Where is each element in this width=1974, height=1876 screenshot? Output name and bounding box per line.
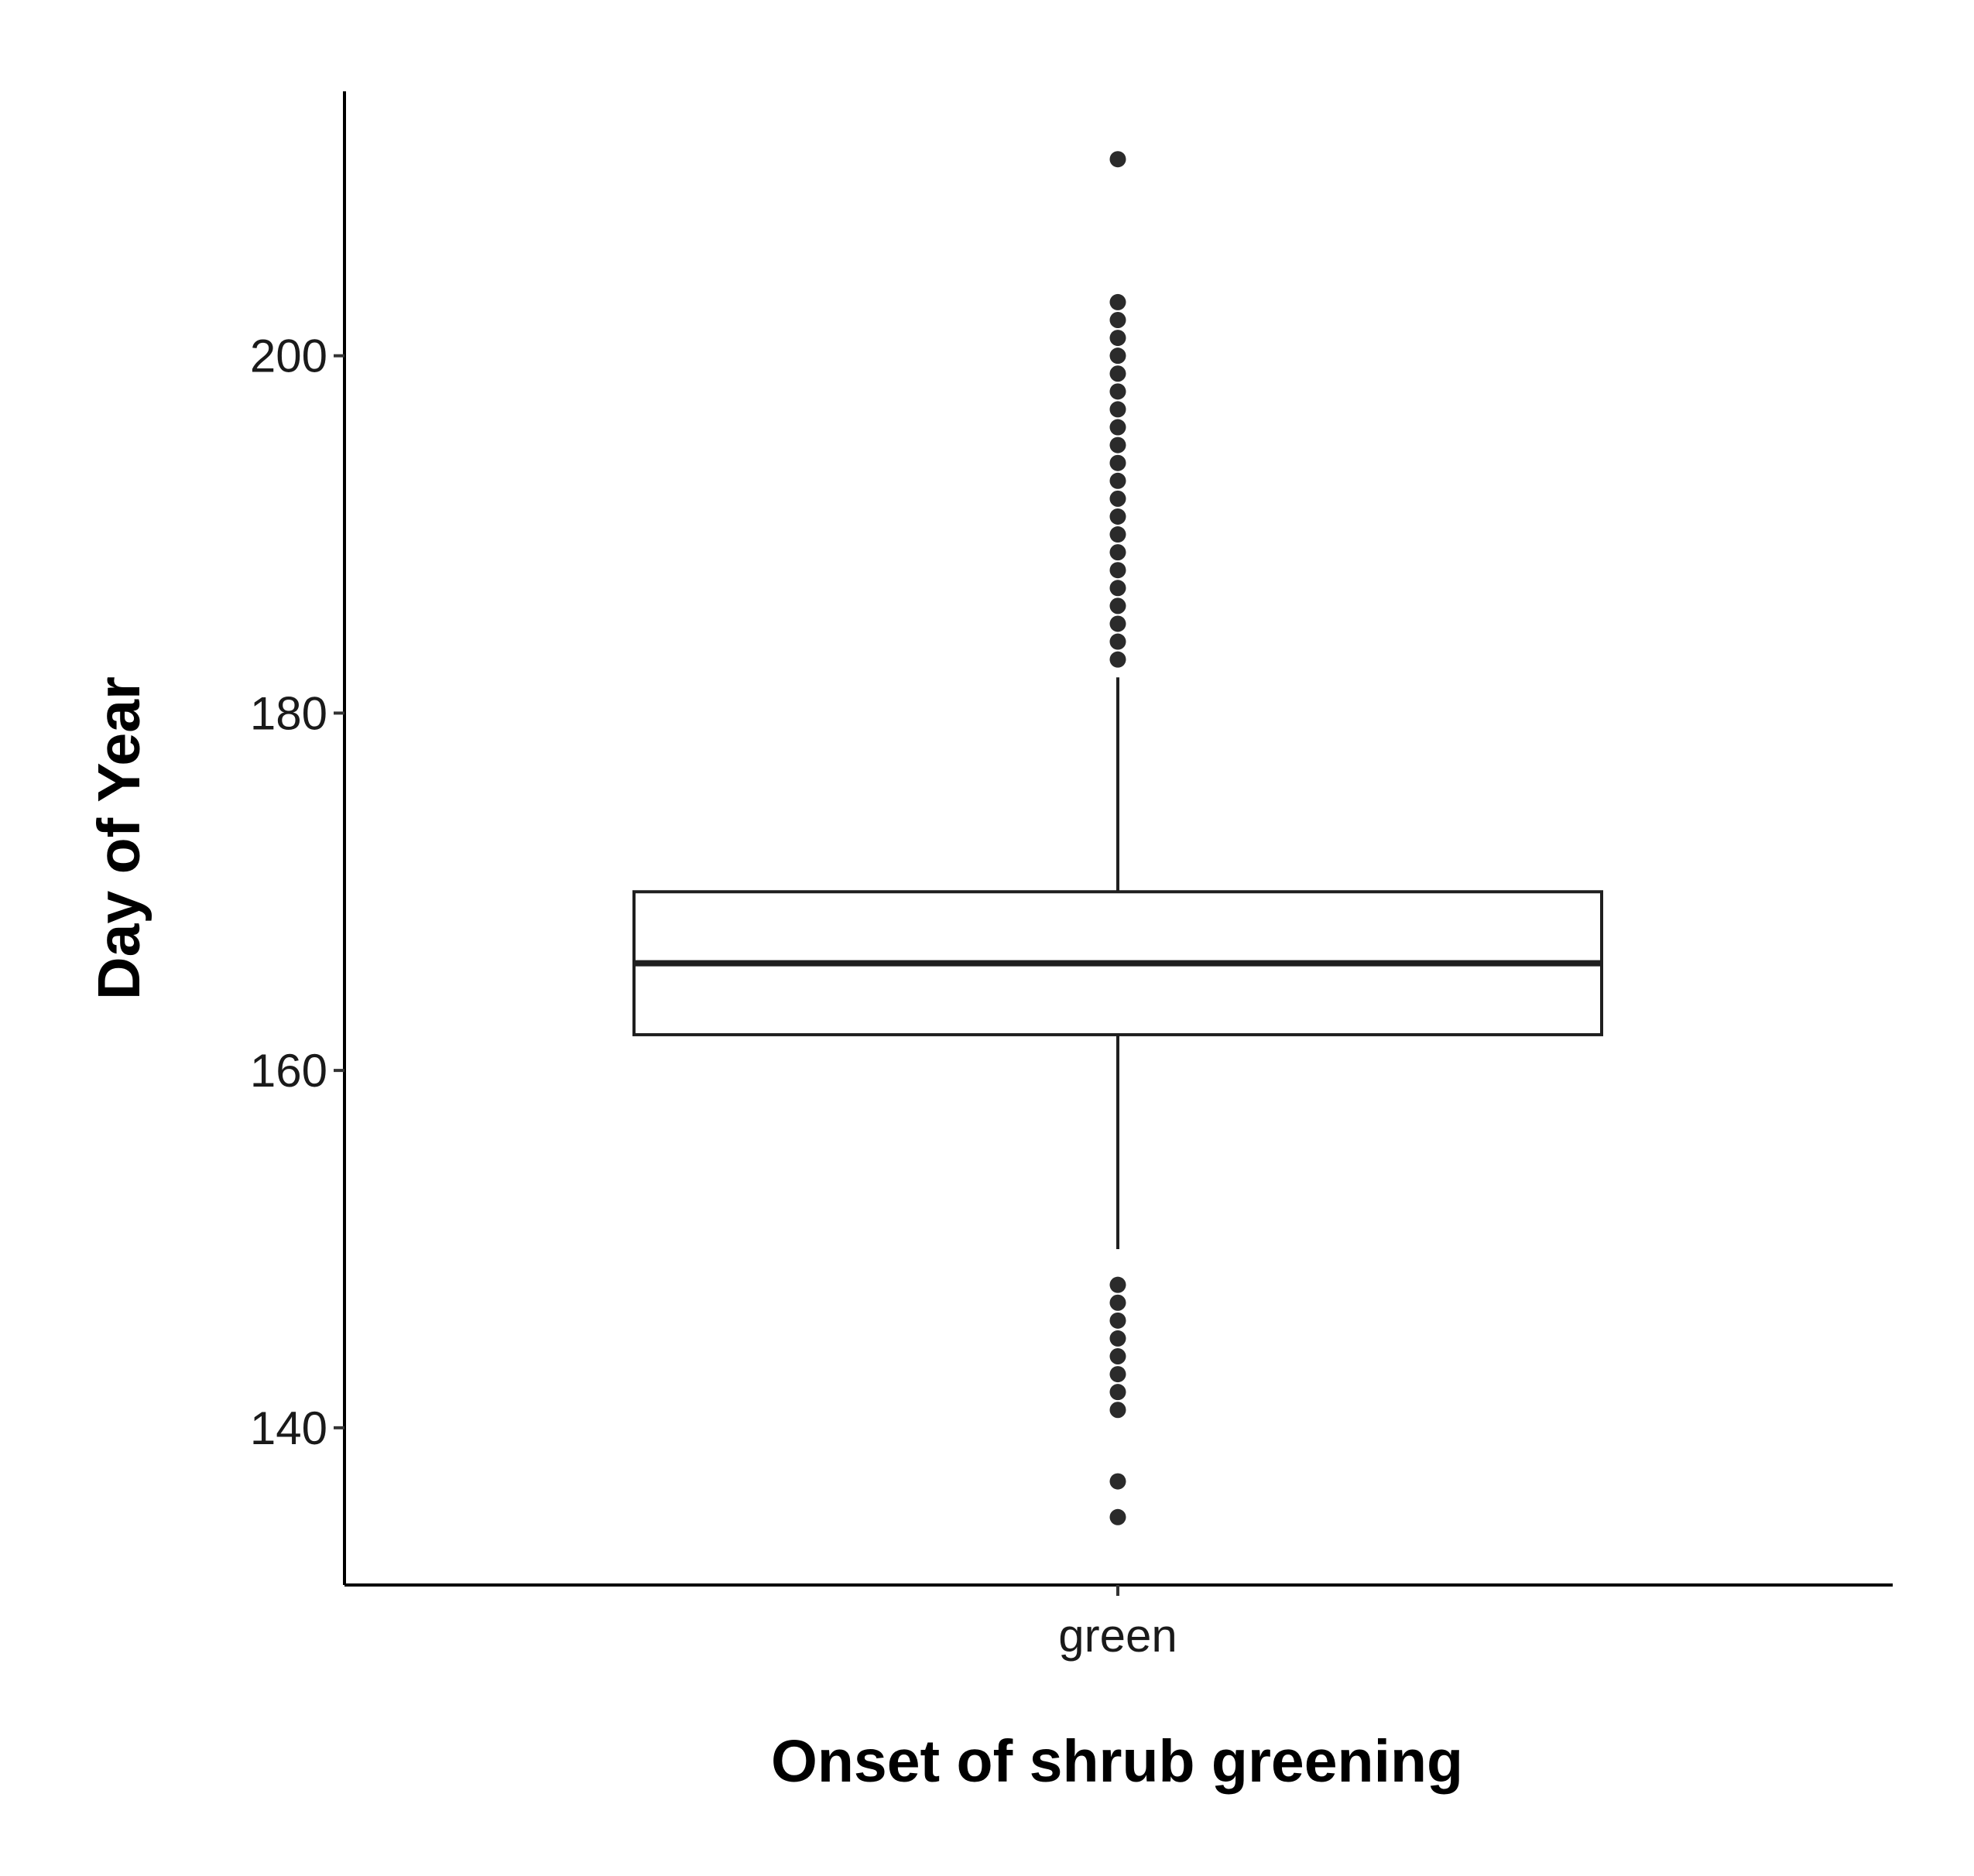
y-tick-label: 200 [250, 330, 327, 382]
outlier-point [1109, 526, 1126, 543]
x-axis: green [344, 1583, 1893, 1662]
outlier-point [1109, 472, 1126, 489]
x-tick-label: green [1058, 1610, 1177, 1662]
outlier-point [1109, 1330, 1126, 1347]
outlier-point [1109, 1473, 1126, 1490]
outlier-point [1109, 330, 1126, 347]
outlier-point [1109, 1312, 1126, 1329]
outlier-point [1109, 401, 1126, 418]
y-tick-label: 180 [250, 687, 327, 739]
y-axis-title: Day of Year [86, 676, 153, 1000]
outlier-point [1109, 615, 1126, 632]
outlier-point [1109, 544, 1126, 561]
outlier-point [1109, 151, 1126, 168]
outlier-point [1109, 293, 1126, 310]
outlier-point [1109, 383, 1126, 400]
outlier-point [1109, 651, 1126, 668]
outlier-point [1109, 490, 1126, 507]
outlier-point [1109, 436, 1126, 454]
y-axis: 140 160 180 200 [250, 91, 346, 1585]
y-tick-label: 140 [250, 1402, 327, 1454]
outlier-point [1109, 597, 1126, 614]
outlier-point [1109, 419, 1126, 436]
outlier-point [1109, 312, 1126, 329]
outlier-point [1109, 1347, 1126, 1364]
outlier-point [1109, 1276, 1126, 1293]
x-axis-title: Onset of shrub greening [771, 1728, 1463, 1795]
outlier-point [1109, 580, 1126, 597]
outlier-point [1109, 1294, 1126, 1311]
outlier-point [1109, 1366, 1126, 1383]
outlier-point [1109, 1402, 1126, 1419]
outlier-point [1109, 562, 1126, 579]
outlier-point [1109, 365, 1126, 382]
outlier-point [1109, 633, 1126, 650]
outlier-point [1109, 1384, 1126, 1401]
outlier-point [1109, 347, 1126, 365]
y-tick-label: 160 [250, 1045, 327, 1097]
plot-area [632, 151, 1603, 1525]
outlier-point [1109, 508, 1126, 525]
outlier-point [1109, 454, 1126, 471]
outlier-point [1109, 1508, 1126, 1525]
